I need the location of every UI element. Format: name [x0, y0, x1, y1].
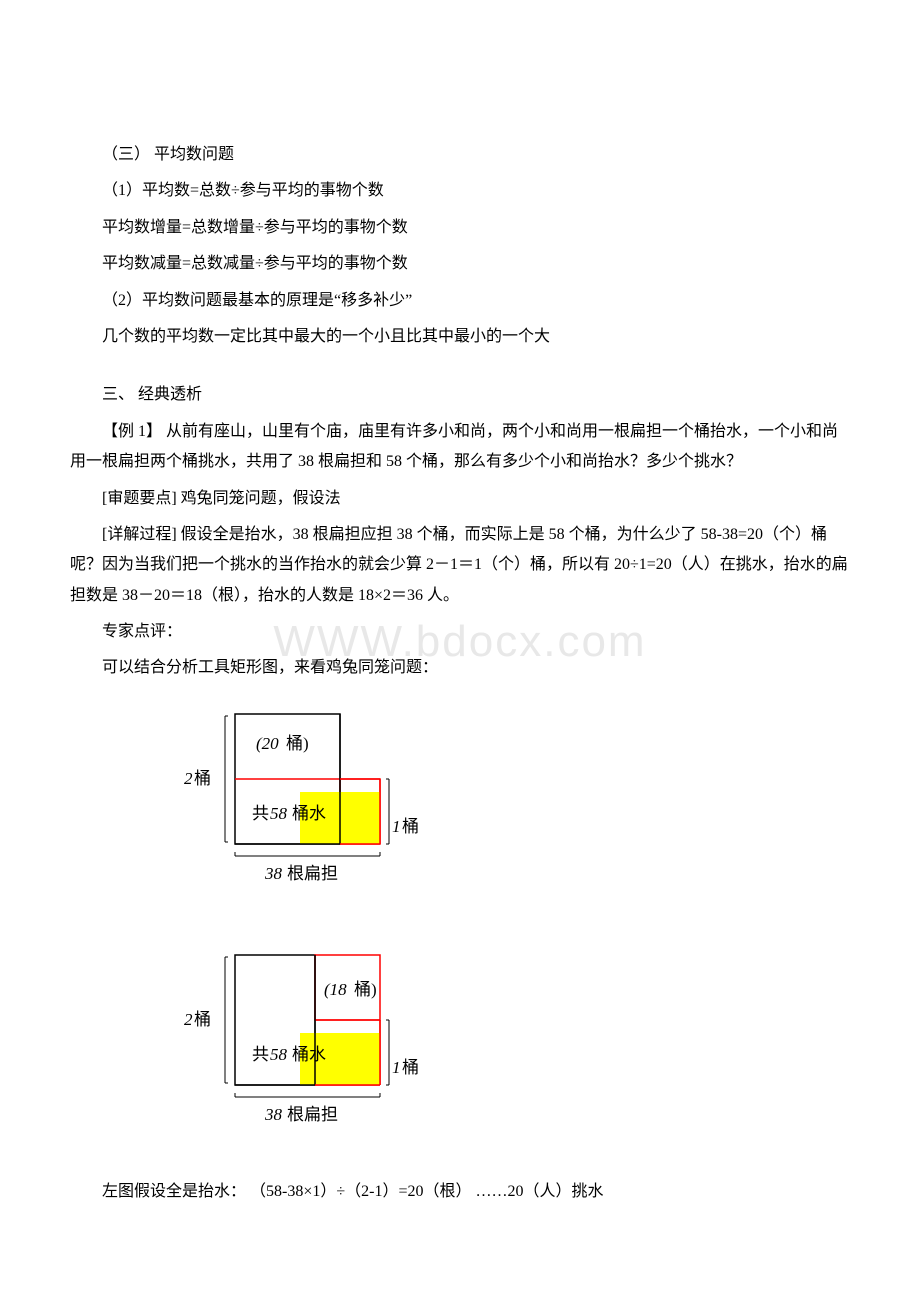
d2-right-n: 1 [392, 1058, 401, 1077]
diagram-2: 2 桶 (18 桶) 共 58 桶水 1 [180, 945, 850, 1166]
diagram-1: 2 桶 (20 桶) 共 58 桶水 1 桶 [180, 704, 850, 925]
d2-center-n: 58 [270, 1045, 288, 1064]
d1-center-n: 58 [270, 804, 288, 823]
d2-top-label-u: 桶) [354, 980, 377, 999]
d1-top-label: (20 [256, 734, 279, 753]
d2-center-b: 桶水 [292, 1045, 326, 1064]
para-formula-1: （1）平均数=总数÷参与平均的事物个数 [70, 176, 850, 206]
d1-bottom-u: 根扁担 [287, 864, 338, 883]
solution-text: [详解过程] 假设全是抬水，38 根扁担应担 38 个桶，而实际上是 58 个桶… [70, 520, 850, 611]
para-expert-comment: 可以结合分析工具矩形图，来看鸡兔同笼问题： [70, 653, 850, 683]
d1-top-label-u: 桶) [286, 734, 309, 753]
d1-bottom-n: 38 [264, 864, 283, 883]
d2-top-label: (18 [324, 980, 347, 999]
d1-left-label: 2 [184, 769, 193, 788]
d2-left-label: 2 [184, 1010, 193, 1029]
para-principle: （2）平均数问题最基本的原理是“移多补少” [70, 286, 850, 316]
d1-right-n: 1 [392, 817, 401, 836]
rect-diagram-2: 2 桶 (18 桶) 共 58 桶水 1 [180, 945, 440, 1155]
d2-right-u: 桶 [402, 1058, 419, 1077]
d2-left-label-unit: 桶 [194, 1010, 211, 1029]
d1-left-label-unit: 桶 [194, 769, 211, 788]
para-example-1: 【例 1】 从前有座山，山里有个庙，庙里有许多小和尚，两个小和尚用一根扁担一个桶… [70, 417, 850, 478]
para-formula-2: 平均数增量=总数增量÷参与平均的事物个数 [70, 213, 850, 243]
para-left-diagram-text: 左图假设全是抬水： （58-38×1）÷（2-1）=20（根） ……20（人）挑… [70, 1177, 850, 1207]
para-expert-comment-label: 专家点评： [70, 617, 850, 647]
document-content: （三） 平均数问题 （1）平均数=总数÷参与平均的事物个数 平均数增量=总数增量… [70, 140, 850, 1207]
para-review-key: [审题要点] 鸡兔同笼问题，假设法 [70, 484, 850, 514]
example-1-text: 【例 1】 从前有座山，山里有个庙，庙里有许多小和尚，两个小和尚用一根扁担一个桶… [70, 417, 850, 478]
para-formula-3: 平均数减量=总数减量÷参与平均的事物个数 [70, 249, 850, 279]
d1-right-u: 桶 [402, 817, 419, 836]
rect-diagram-1: 2 桶 (20 桶) 共 58 桶水 1 桶 [180, 704, 440, 914]
d2-bottom-n: 38 [264, 1105, 283, 1124]
d1-center-b: 桶水 [292, 804, 326, 823]
d2-bottom-u: 根扁担 [287, 1105, 338, 1124]
para-rule: 几个数的平均数一定比其中最大的一个小且比其中最小的一个大 [70, 322, 850, 352]
para-solution: [详解过程] 假设全是抬水，38 根扁担应担 38 个桶，而实际上是 58 个桶… [70, 520, 850, 611]
para-heading-3: （三） 平均数问题 [70, 140, 850, 170]
d1-center-a: 共 [252, 804, 269, 823]
d2-center-a: 共 [252, 1045, 269, 1064]
para-section-3: 三、 经典透析 [70, 380, 850, 410]
